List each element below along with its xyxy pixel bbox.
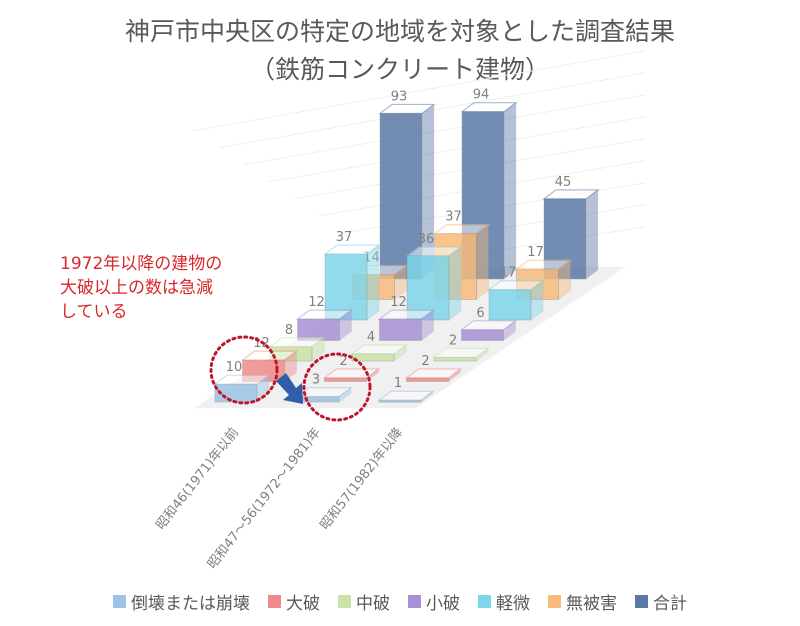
data-label: 12 [308, 295, 325, 310]
data-label: 1 [394, 376, 402, 391]
bar [406, 255, 450, 321]
data-label: 12 [390, 295, 407, 310]
data-label: 37 [336, 230, 353, 245]
legend-label: 軽微 [496, 594, 530, 614]
legend-label: 大破 [286, 594, 320, 614]
highlight-circle [209, 335, 279, 405]
bar-side [366, 244, 380, 321]
bar-side [476, 223, 489, 301]
data-label: 93 [391, 89, 408, 104]
legend-label: 合計 [653, 594, 687, 614]
legend-label: 無被害 [566, 594, 617, 614]
data-label: 45 [555, 175, 572, 190]
bar-top [404, 368, 463, 379]
data-label: 37 [445, 210, 462, 225]
legend-item: 軽微 [478, 589, 530, 614]
legend-swatch [635, 595, 648, 608]
legend-swatch [268, 595, 281, 608]
chart-subtitle: （鉄筋コンクリート建物） [249, 55, 550, 84]
bar [296, 396, 340, 403]
data-label: 3 [312, 373, 320, 388]
arrow-icon [276, 373, 303, 404]
bar-top [432, 224, 491, 235]
legend-item: 無被害 [548, 589, 617, 614]
bar-top [213, 374, 271, 385]
bar-top [322, 368, 381, 379]
data-label: 6 [476, 306, 484, 321]
legend-swatch [408, 595, 421, 608]
annotation-line: 大破以上の数は急減 [60, 278, 213, 298]
bar-top [268, 337, 326, 348]
data-label: 94 [473, 88, 490, 103]
bar-top [487, 280, 545, 291]
data-label: 2 [449, 333, 457, 348]
category-label: 昭和57(1982)年以降 [318, 425, 407, 533]
legend-swatch [478, 595, 491, 608]
bar-top [377, 390, 435, 401]
bar-side [503, 101, 517, 280]
legend-swatch [548, 595, 561, 608]
legend-label: 中破 [356, 594, 390, 614]
legend: 倒壊または崩壊 大破 中破 小破 軽微 無被害 合計 [0, 589, 800, 614]
bar-top [377, 309, 436, 320]
data-label: 2 [339, 354, 347, 369]
category-label: 昭和46(1971)年以前 [153, 425, 242, 533]
data-label: 4 [367, 330, 375, 345]
annotation-line: 1972年以降の建物の [60, 254, 223, 274]
bar-top [295, 387, 353, 398]
bar-top [460, 102, 518, 113]
legend-swatch [113, 595, 126, 608]
data-label: 10 [226, 360, 243, 375]
bar-top [350, 344, 408, 355]
gridline [269, 116, 646, 183]
bar-top [295, 309, 354, 320]
bar-top [514, 259, 573, 270]
legend-label: 小破 [426, 594, 460, 614]
annotation: 1972年以降の建物の 大破以上の数は急減 している [60, 252, 222, 324]
bar [324, 253, 368, 321]
gridline [219, 72, 646, 149]
bar-side [448, 245, 462, 321]
annotation-line: している [60, 302, 128, 322]
bar-top [240, 350, 299, 361]
gridline [244, 94, 646, 166]
chart-title: 神戸市中央区の特定の地域を対象とした調査結果 [124, 17, 675, 46]
bar-top [459, 320, 518, 331]
bar [461, 329, 504, 342]
bar-top [432, 347, 490, 359]
legend-item: 合計 [635, 589, 687, 614]
bar-side [585, 188, 599, 280]
legend-item: 中破 [338, 589, 390, 614]
legend-swatch [338, 595, 351, 608]
legend-item: 大破 [268, 589, 320, 614]
data-label: 17 [527, 245, 544, 260]
bar-top [542, 189, 600, 200]
data-label: 8 [285, 323, 293, 338]
bar [488, 289, 532, 321]
legend-item: 小破 [408, 589, 460, 614]
data-label: 2 [421, 354, 429, 369]
highlight-circle [302, 352, 372, 422]
bar-top [405, 246, 463, 257]
data-label: 17 [500, 266, 517, 281]
legend-label: 倒壊または崩壊 [131, 594, 250, 614]
bar [379, 318, 422, 342]
bar-top [323, 244, 381, 255]
bar-top [378, 103, 436, 115]
bar [351, 353, 395, 362]
gridline [194, 50, 646, 132]
legend-item: 倒壊または崩壊 [113, 589, 250, 614]
data-label: 36 [418, 232, 435, 247]
